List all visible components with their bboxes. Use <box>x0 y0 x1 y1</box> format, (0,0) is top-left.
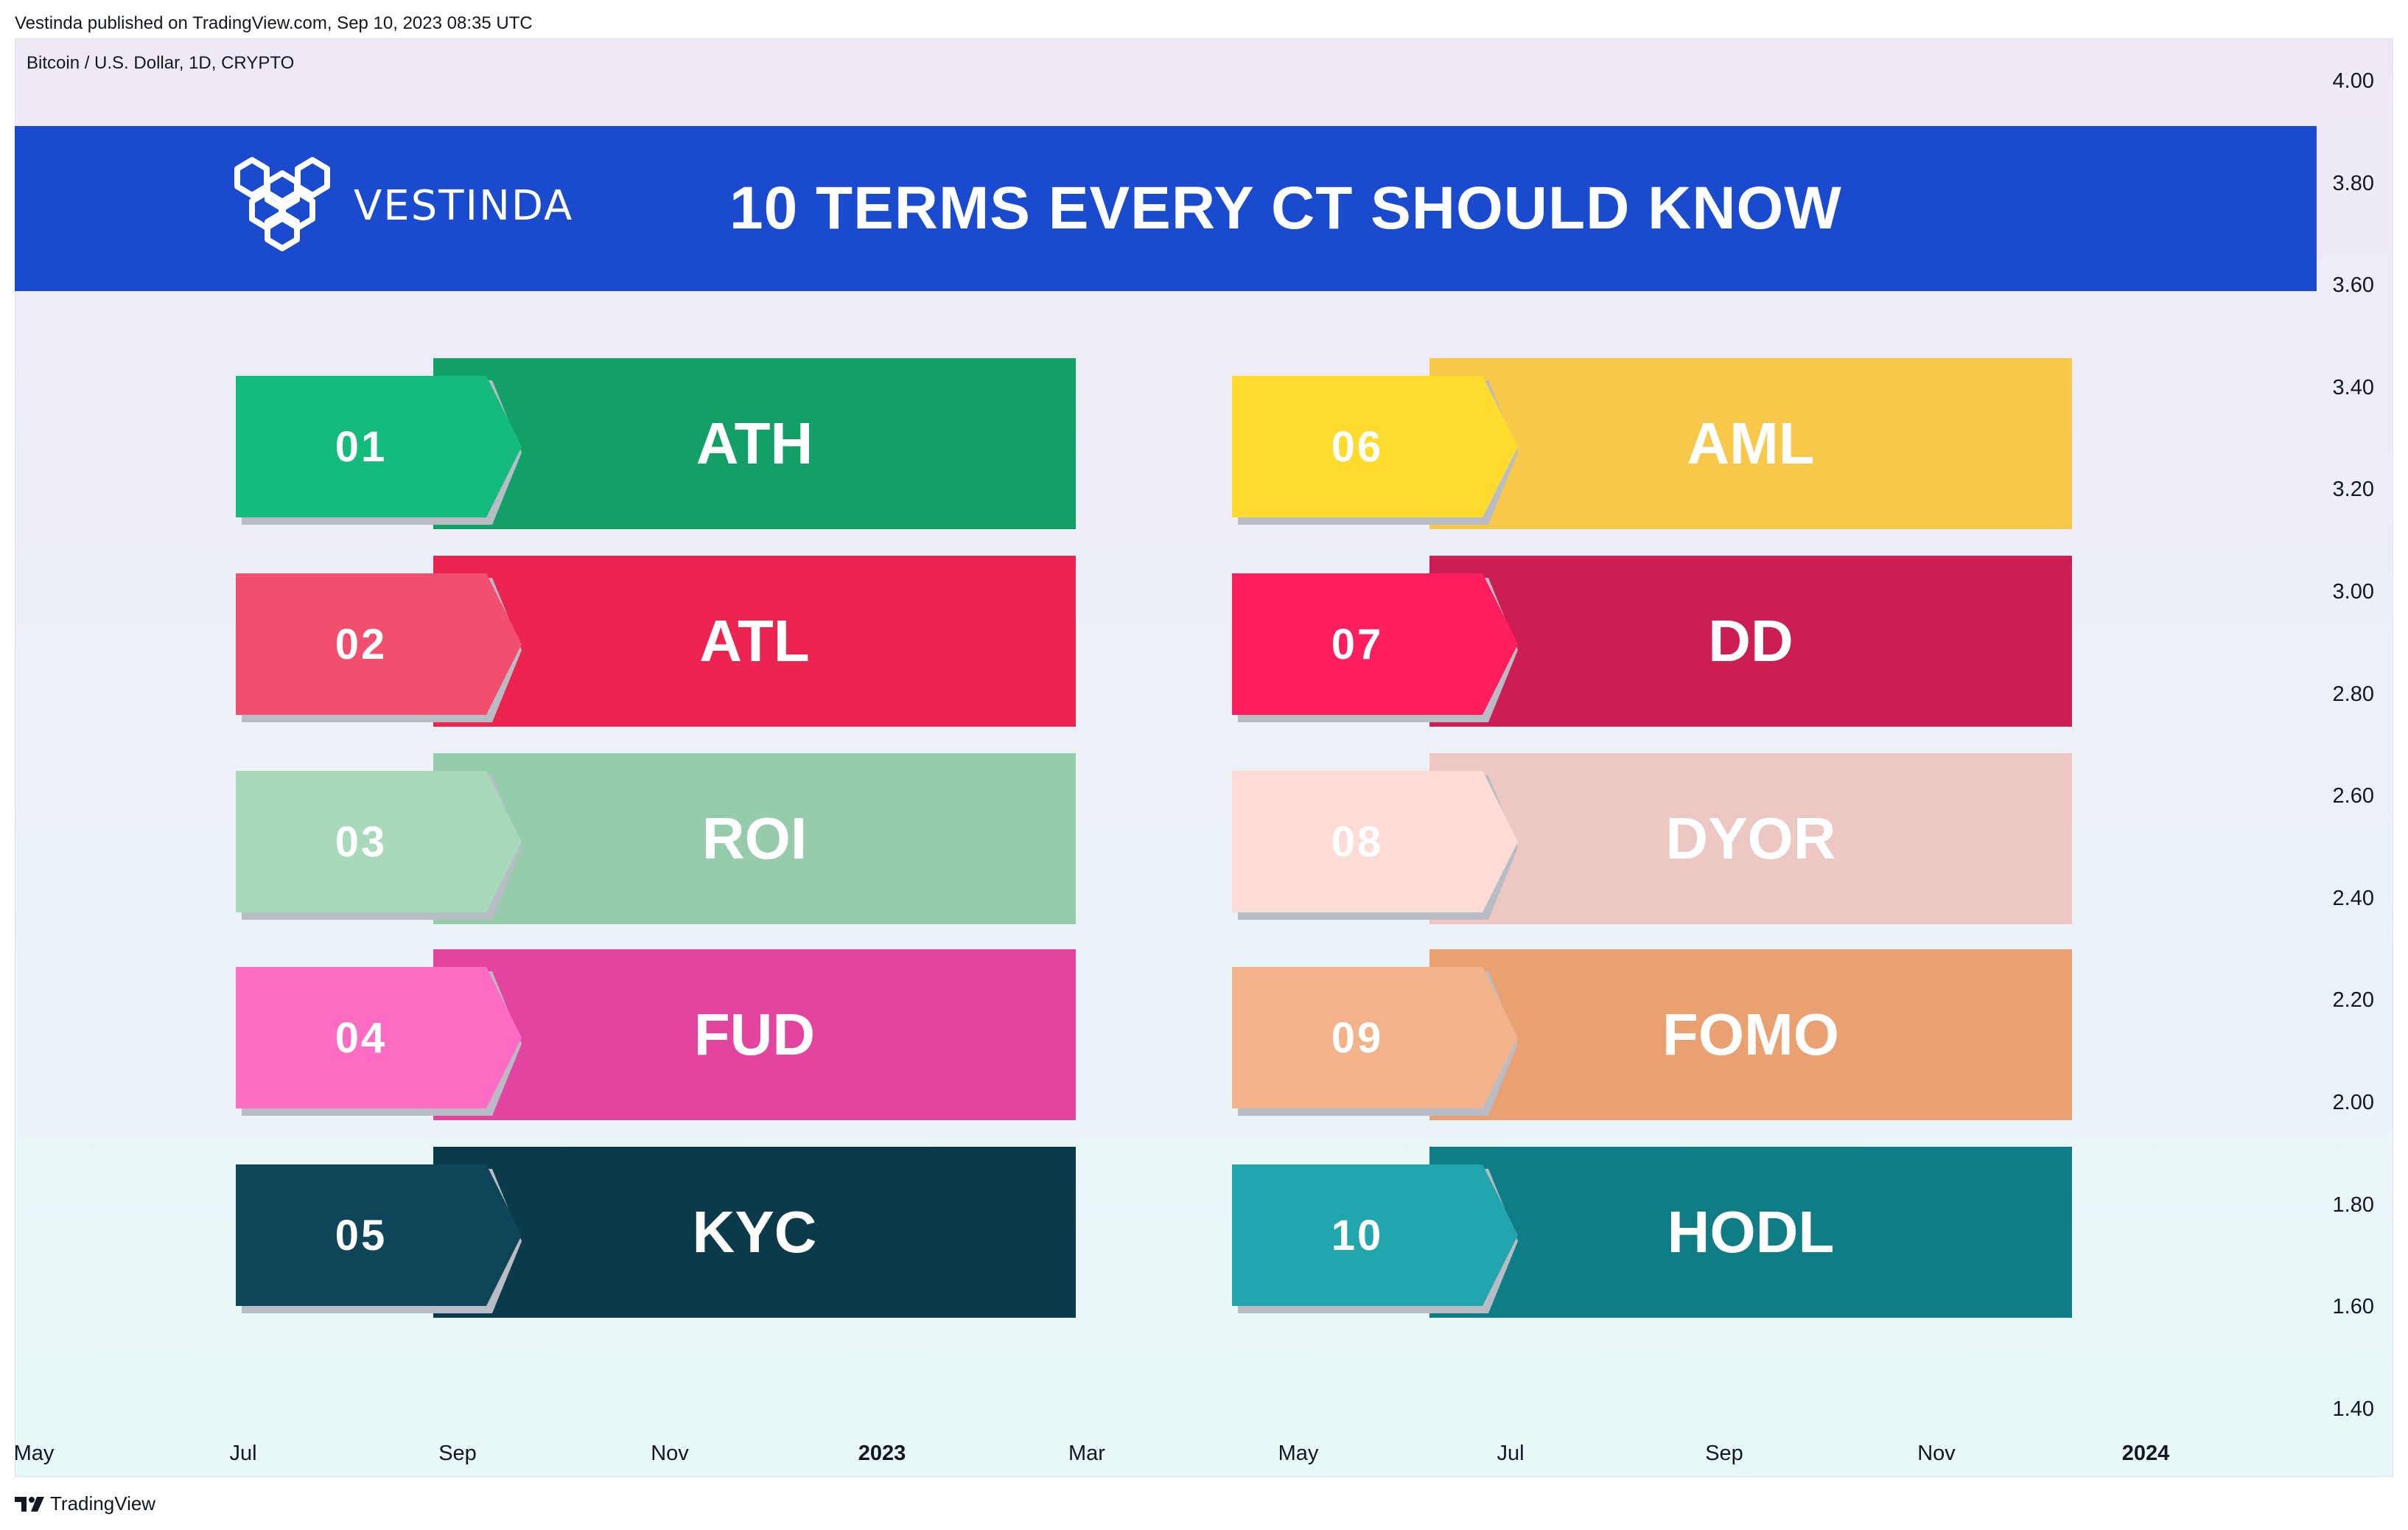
price-tick: 2.80 <box>2332 682 2374 706</box>
time-tick: Nov <box>651 1442 689 1465</box>
term-band <box>1429 753 2072 924</box>
term-number-tab <box>236 573 522 715</box>
term-card: 02 ATL <box>236 556 1076 727</box>
time-tick: Jul <box>229 1442 257 1465</box>
title-banner: VESTINDA 10 TERMS EVERY CT SHOULD KNOW <box>15 126 2317 291</box>
time-tick: Mar <box>1068 1442 1105 1465</box>
term-band <box>1429 556 2072 727</box>
term-card: 10 HODL <box>1232 1147 2072 1318</box>
term-label: AML <box>1687 411 1815 476</box>
term-band <box>433 949 1076 1120</box>
term-band <box>1429 358 2072 529</box>
term-card: 04 FUD <box>236 949 1076 1120</box>
term-label: KYC <box>692 1199 817 1265</box>
publish-info: Vestinda published on TradingView.com, S… <box>15 13 533 33</box>
term-number-tab <box>1232 967 1518 1108</box>
term-band <box>433 753 1076 924</box>
term-number-tab <box>1232 771 1518 912</box>
term-number: 08 <box>1331 817 1384 866</box>
term-number-tab <box>236 1164 522 1306</box>
term-label: ATH <box>696 411 813 476</box>
symbol-legend[interactable]: Bitcoin / U.S. Dollar, 1D, CRYPTO <box>27 53 295 73</box>
price-tick: 2.00 <box>2332 1091 2374 1114</box>
time-tick: Sep <box>438 1442 477 1465</box>
vestinda-logo-icon <box>234 157 330 251</box>
price-tick: 3.20 <box>2332 478 2374 502</box>
tradingview-logo-icon <box>15 1496 44 1512</box>
price-tick: 4.00 <box>2332 69 2374 93</box>
term-card: 03 ROI <box>236 753 1076 924</box>
time-tick: May <box>13 1442 55 1465</box>
term-card: 07 DD <box>1232 556 2072 727</box>
price-tick: 2.60 <box>2332 784 2374 808</box>
brand-lockup: VESTINDA <box>227 156 573 256</box>
term-number: 05 <box>335 1211 388 1260</box>
term-number: 10 <box>1331 1211 1384 1260</box>
time-tick: May <box>1278 1442 1319 1465</box>
tradingview-footer[interactable]: TradingView <box>15 1492 155 1515</box>
term-number-tab <box>236 376 522 517</box>
term-number: 09 <box>1331 1013 1384 1062</box>
term-number-tab <box>236 771 522 912</box>
term-band <box>1429 1147 2072 1318</box>
term-card: 01 ATH <box>236 358 1076 529</box>
time-axis[interactable]: May Jul Sep Nov 2023 Mar May Jul Sep Nov 2024 <box>13 1437 2306 1474</box>
term-band <box>433 556 1076 727</box>
term-label: DYOR <box>1665 806 1836 871</box>
term-label: DD <box>1708 608 1793 674</box>
term-number: 07 <box>1331 620 1384 668</box>
term-card: 09 FOMO <box>1232 949 2072 1120</box>
term-label: FUD <box>693 1002 816 1067</box>
brand-name: VESTINDA <box>354 181 574 230</box>
time-tick: Jul <box>1497 1442 1525 1465</box>
term-card: 06 AML <box>1232 358 2072 529</box>
term-label: ROI <box>701 806 808 871</box>
term-number: 04 <box>335 1013 388 1062</box>
term-number-tab <box>1232 573 1518 715</box>
term-number-tab <box>1232 376 1518 517</box>
term-band <box>1429 949 2072 1120</box>
term-number: 06 <box>1331 422 1384 471</box>
price-tick: 3.00 <box>2332 580 2374 604</box>
price-axis[interactable]: 4.00 3.80 3.60 3.40 3.20 3.00 2.80 2.60 2.40 2.20… <box>2314 38 2395 1439</box>
term-number: 03 <box>335 817 388 866</box>
banner-title: 10 TERMS EVERY CT SHOULD KNOW <box>729 175 1842 242</box>
term-number: 01 <box>335 422 388 471</box>
time-tick: Sep <box>1705 1442 1743 1465</box>
term-band <box>433 1147 1076 1318</box>
term-number: 02 <box>335 620 388 668</box>
price-tick: 1.60 <box>2332 1295 2374 1319</box>
time-tick: 2024 <box>2121 1442 2170 1465</box>
price-tick: 1.80 <box>2332 1192 2374 1217</box>
price-tick: 1.40 <box>2332 1397 2374 1421</box>
price-tick: 3.80 <box>2332 171 2374 195</box>
time-tick: Nov <box>1917 1442 1956 1465</box>
term-label: HODL <box>1667 1199 1835 1265</box>
term-band <box>433 358 1076 529</box>
tradingview-brand: TradingView <box>50 1492 156 1515</box>
price-tick: 3.40 <box>2332 375 2374 399</box>
term-label: ATL <box>699 608 810 674</box>
price-tick: 2.20 <box>2332 988 2374 1013</box>
term-card: 08 DYOR <box>1232 753 2072 924</box>
time-tick: 2023 <box>858 1442 906 1465</box>
term-number-tab <box>1232 1164 1518 1306</box>
term-card: 05 KYC <box>236 1147 1076 1318</box>
price-tick: 2.40 <box>2332 886 2374 910</box>
term-number-tab <box>236 967 522 1108</box>
price-tick: 3.60 <box>2332 273 2374 298</box>
term-label: FOMO <box>1662 1002 1839 1067</box>
